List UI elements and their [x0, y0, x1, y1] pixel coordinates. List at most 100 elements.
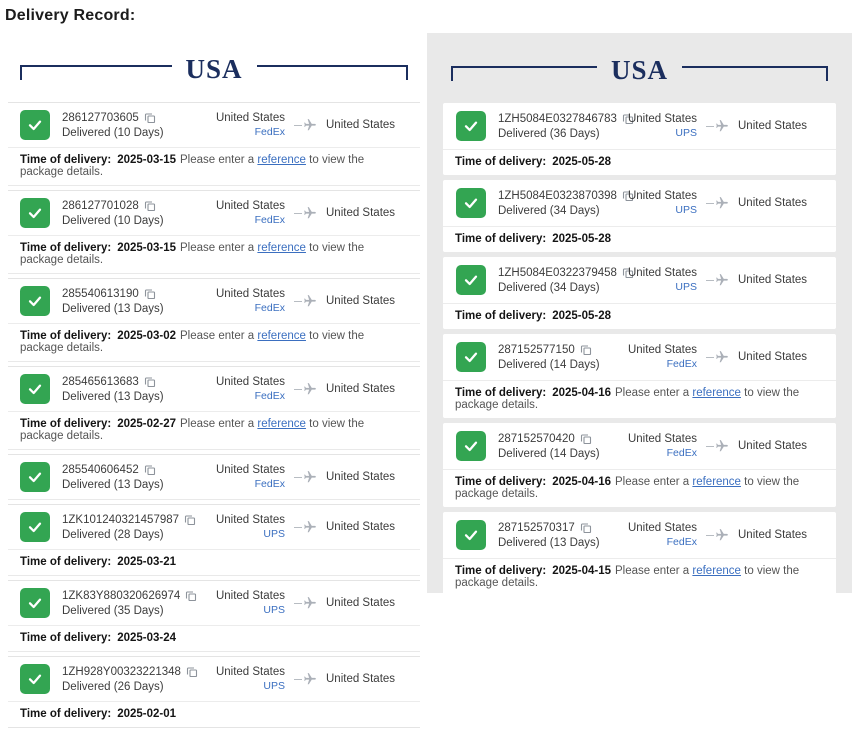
- reference-link[interactable]: reference: [257, 154, 306, 166]
- tracking-info: 1ZK83Y880320626974 Delivered (35 Days): [62, 590, 207, 617]
- tracking-number[interactable]: 1ZH5084E0327846783: [498, 112, 617, 125]
- delivery-status: Delivered (10 Days): [62, 126, 164, 139]
- carrier-link[interactable]: UPS: [263, 604, 285, 616]
- copy-icon[interactable]: [580, 433, 592, 445]
- tracking-number[interactable]: 286127703605: [62, 111, 139, 124]
- delivery-record-row[interactable]: 1ZH5084E0323870398 Delivered (34 Days) U…: [443, 180, 836, 226]
- carrier-link[interactable]: UPS: [675, 127, 697, 139]
- copy-icon[interactable]: [184, 514, 196, 526]
- delivery-record-row[interactable]: 1ZK101240321457987 Delivered (28 Days) U…: [8, 505, 420, 549]
- time-of-delivery-row: Time of delivery: 2025-03-24: [8, 625, 420, 651]
- tracking-number[interactable]: 285465613683: [62, 375, 139, 388]
- delivered-check-icon: [20, 462, 50, 492]
- tracking-info: 1ZH5084E0327846783 Delivered (36 Days): [498, 112, 633, 140]
- copy-icon[interactable]: [185, 590, 197, 602]
- copy-icon[interactable]: [144, 112, 156, 124]
- tracking-info: 1ZH5084E0322379458 Delivered (34 Days): [498, 266, 633, 294]
- reference-link[interactable]: reference: [257, 242, 306, 254]
- delivery-record-row[interactable]: 1ZH5084E0322379458 Delivered (34 Days) U…: [443, 257, 836, 303]
- route: United States UPS United States: [207, 666, 416, 692]
- delivery-record-row[interactable]: 287152570317 Delivered (13 Days) United …: [443, 512, 836, 558]
- delivered-check-icon: [20, 286, 50, 316]
- copy-icon[interactable]: [622, 190, 634, 202]
- reference-note-pre: Please enter a: [615, 476, 693, 488]
- carrier-link[interactable]: FedEx: [254, 126, 285, 138]
- delivery-record-row[interactable]: 285540613190 Delivered (13 Days) United …: [8, 279, 420, 323]
- time-of-delivery-label: Time of delivery:: [20, 632, 112, 644]
- time-of-delivery-row: Time of delivery: 2025-03-15 Please enter …: [8, 235, 420, 273]
- time-of-delivery-row: Time of delivery: 2025-05-28: [443, 149, 836, 175]
- destination-country: United States: [738, 351, 808, 363]
- carrier-link[interactable]: FedEx: [666, 447, 697, 459]
- tracking-number[interactable]: 1ZK101240321457987: [62, 513, 180, 526]
- plane-icon: [706, 119, 729, 133]
- origin-country: United States: [215, 200, 285, 212]
- tracking-number[interactable]: 1ZH5084E0323870398: [498, 189, 617, 202]
- delivery-record-row[interactable]: 1ZK83Y880320626974 Delivered (35 Days) U…: [8, 581, 420, 625]
- origin-country: United States: [627, 113, 697, 125]
- plane-icon: [294, 520, 317, 534]
- copy-icon[interactable]: [580, 344, 592, 356]
- delivery-record-row[interactable]: 1ZH5084E0327846783 Delivered (36 Days) U…: [443, 103, 836, 149]
- tracking-number[interactable]: 1ZK83Y880320626974: [62, 589, 181, 602]
- delivery-record-row[interactable]: 287152570420 Delivered (14 Days) United …: [443, 423, 836, 469]
- carrier-link[interactable]: FedEx: [254, 390, 285, 402]
- carrier-link[interactable]: FedEx: [666, 536, 697, 548]
- time-of-delivery-label: Time of delivery:: [20, 242, 112, 254]
- route: United States FedEx United States: [207, 464, 416, 490]
- time-of-delivery-row: Time of delivery: 2025-05-28: [443, 303, 836, 329]
- carrier-link[interactable]: FedEx: [254, 478, 285, 490]
- copy-icon[interactable]: [622, 267, 634, 279]
- tracking-info: 286127703605 Delivered (10 Days): [62, 112, 207, 139]
- delivered-check-icon: [456, 431, 486, 461]
- delivery-record-row[interactable]: 285465613683 Delivered (13 Days) United …: [8, 367, 420, 411]
- delivered-check-icon: [456, 265, 486, 295]
- delivery-status: Delivered (36 Days): [498, 127, 600, 140]
- carrier-link[interactable]: UPS: [263, 680, 285, 692]
- tracking-number[interactable]: 287152570317: [498, 521, 575, 534]
- header-bracket-right: [256, 64, 409, 80]
- time-of-delivery-value: 2025-05-28: [552, 156, 612, 168]
- carrier-link[interactable]: FedEx: [254, 214, 285, 226]
- copy-icon[interactable]: [186, 666, 198, 678]
- delivery-record-row[interactable]: 286127701028 Delivered (10 Days) United …: [8, 191, 420, 235]
- copy-icon[interactable]: [580, 522, 592, 534]
- delivery-status: Delivered (14 Days): [498, 447, 600, 460]
- reference-note-post: to view the package details.: [20, 242, 365, 266]
- reference-link[interactable]: reference: [257, 418, 306, 430]
- reference-link[interactable]: reference: [692, 387, 741, 399]
- carrier-link[interactable]: FedEx: [666, 358, 697, 370]
- carrier-link[interactable]: UPS: [675, 204, 697, 216]
- copy-icon[interactable]: [144, 200, 156, 212]
- reference-link[interactable]: reference: [692, 565, 741, 577]
- copy-icon[interactable]: [144, 464, 156, 476]
- time-of-delivery-value: 2025-04-16: [552, 476, 612, 488]
- copy-icon[interactable]: [144, 376, 156, 388]
- route: United States UPS United States: [619, 267, 828, 293]
- delivery-record-row[interactable]: 286127703605 Delivered (10 Days) United …: [8, 103, 420, 147]
- time-of-delivery-value: 2025-05-28: [552, 233, 612, 245]
- tracking-number[interactable]: 286127701028: [62, 199, 139, 212]
- tracking-number[interactable]: 285540606452: [62, 463, 139, 476]
- carrier-link[interactable]: UPS: [675, 281, 697, 293]
- delivery-record-row[interactable]: 1ZH928Y00323221348 Delivered (26 Days) U…: [8, 657, 420, 701]
- reference-note: Please enter a reference to view the pac…: [455, 565, 799, 589]
- tracking-number[interactable]: 1ZH5084E0322379458: [498, 266, 617, 279]
- plane-icon: [294, 596, 317, 610]
- delivery-record-row[interactable]: 287152577150 Delivered (14 Days) United …: [443, 334, 836, 380]
- tracking-number[interactable]: 287152577150: [498, 343, 575, 356]
- copy-icon[interactable]: [622, 113, 634, 125]
- delivery-record-row[interactable]: 285540606452 Delivered (13 Days) United …: [8, 455, 420, 499]
- copy-icon[interactable]: [144, 288, 156, 300]
- carrier-link[interactable]: UPS: [263, 528, 285, 540]
- tracking-number[interactable]: 287152570420: [498, 432, 575, 445]
- reference-note: Please enter a reference to view the pac…: [20, 418, 364, 442]
- delivery-status: Delivered (13 Days): [498, 536, 600, 549]
- delivery-record-group: 285465613683 Delivered (13 Days) United …: [8, 366, 420, 450]
- tracking-number[interactable]: 1ZH928Y00323221348: [62, 665, 181, 678]
- carrier-link[interactable]: FedEx: [254, 302, 285, 314]
- reference-link[interactable]: reference: [692, 476, 741, 488]
- reference-link[interactable]: reference: [257, 330, 306, 342]
- tracking-number[interactable]: 285540613190: [62, 287, 139, 300]
- reference-note: Please enter a reference to view the pac…: [20, 242, 364, 266]
